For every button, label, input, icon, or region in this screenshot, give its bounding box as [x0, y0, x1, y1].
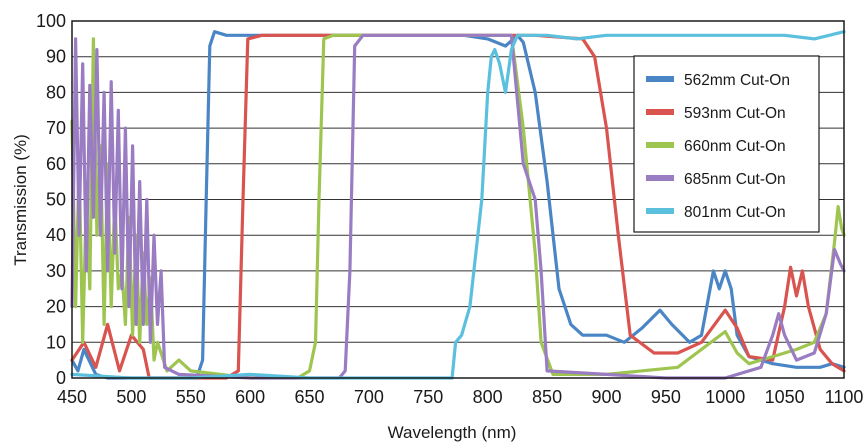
x-tick-label: 750 [413, 387, 443, 407]
x-tick-label: 450 [57, 387, 87, 407]
y-tick-label: 70 [46, 118, 66, 138]
x-tick-label: 700 [354, 387, 384, 407]
legend-label-0: 562mm Cut-On [684, 72, 790, 89]
x-axis-title: Wavelength (nm) [388, 423, 517, 442]
series-line-0 [70, 30, 846, 380]
x-tick-label: 950 [651, 387, 681, 407]
legend-label-2: 660nm Cut-On [684, 138, 786, 155]
y-tick-label: 100 [36, 11, 66, 31]
series-line-3 [70, 33, 846, 380]
y-tick-label: 0 [56, 368, 66, 388]
legend-label-4: 801nm Cut-On [684, 204, 786, 221]
legend-label-3: 685nm Cut-On [684, 171, 786, 188]
y-tick-label: 60 [46, 154, 66, 174]
y-tick-labels: 0 10 20 30 40 50 60 70 80 90 100 [36, 11, 66, 388]
x-tick-label: 850 [532, 387, 562, 407]
x-tick-label: 500 [116, 387, 146, 407]
y-axis-title: Transmission (%) [11, 134, 30, 266]
y-tick-label: 40 [46, 225, 66, 245]
x-tick-label: 1100 [825, 387, 863, 407]
x-tick-labels: 450 500 550 600 650 700 750 800 850 900 950 1000 105… [57, 387, 863, 407]
x-tick-label: 900 [591, 387, 621, 407]
x-tick-label: 1000 [705, 387, 745, 407]
y-tick-label: 30 [46, 261, 66, 281]
plot-frame [71, 20, 845, 379]
y-tick-label: 90 [46, 47, 66, 67]
x-tick-label: 1050 [765, 387, 805, 407]
y-tick-label: 10 [46, 332, 66, 352]
y-tick-label: 20 [46, 297, 66, 317]
y-tick-label: 50 [46, 190, 66, 210]
x-tick-label: 600 [235, 387, 265, 407]
x-tick-label: 650 [295, 387, 325, 407]
x-tick-label: 550 [176, 387, 206, 407]
y-tick-label: 80 [46, 82, 66, 102]
x-tick-label: 800 [473, 387, 503, 407]
legend-label-1: 593nm Cut-On [684, 105, 786, 122]
legend: 562mm Cut-On 593nm Cut-On 660nm Cut-On 685n… [633, 55, 820, 233]
